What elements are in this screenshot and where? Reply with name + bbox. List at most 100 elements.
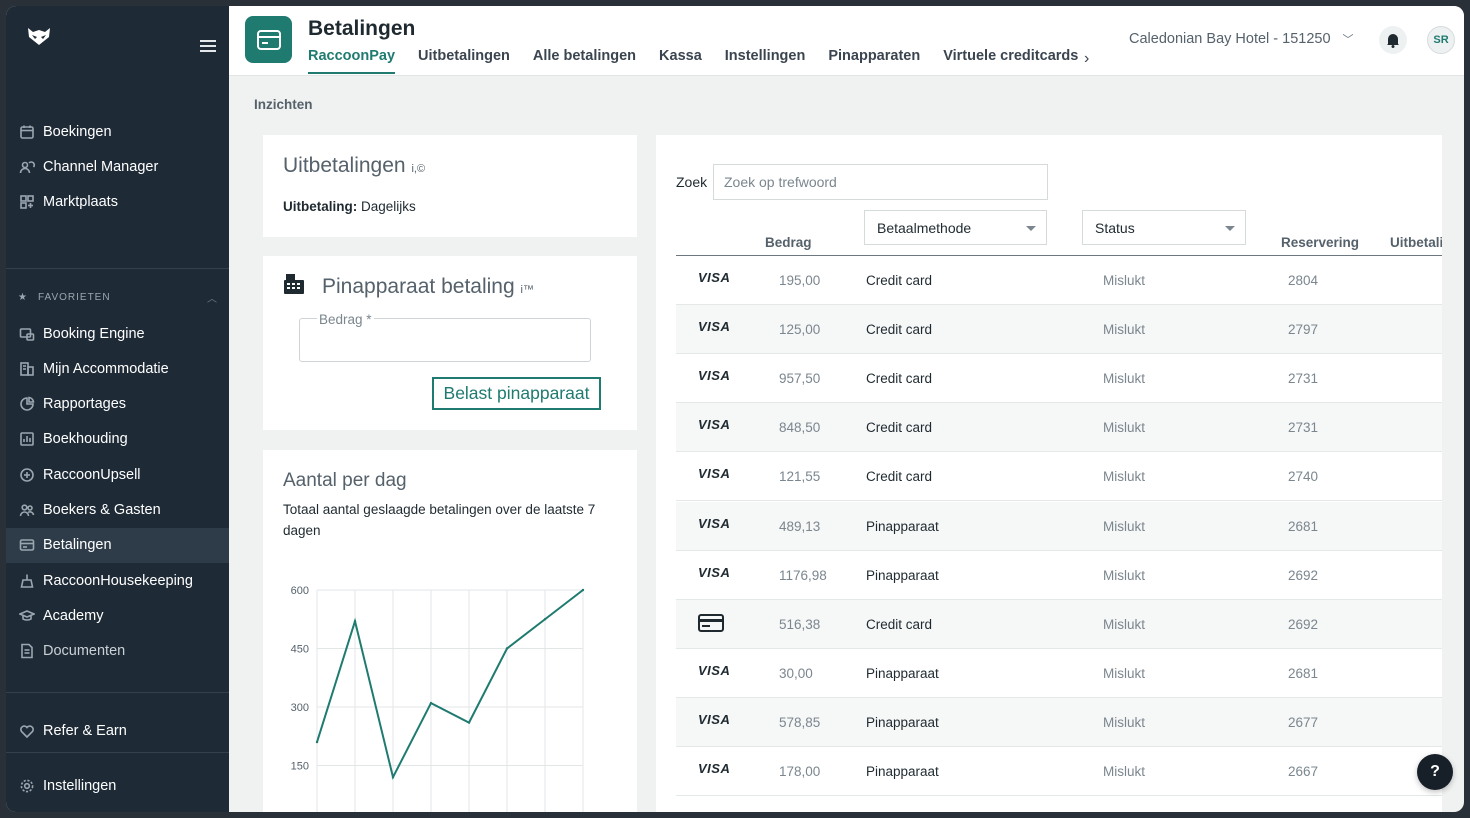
sidebar-divider (6, 268, 229, 269)
notifications-bell-icon[interactable] (1379, 26, 1407, 54)
sidebar-item-documenten[interactable]: Documenten (6, 634, 229, 669)
tab-alle-betalingen[interactable]: Alle betalingen (532, 48, 637, 64)
line-chart: 600 450 300 150 (291, 585, 585, 812)
reservation-cell: 2692 (1288, 567, 1319, 583)
sidebar-divider (6, 752, 229, 753)
visa-logo-icon: VISA (698, 417, 731, 433)
sidebar-item-raccoonhousekeeping[interactable]: RaccoonHousekeeping (6, 563, 229, 598)
status-filter-label: Status (1095, 219, 1135, 236)
sidebar-item-betalingen[interactable]: Betalingen (6, 527, 229, 563)
building-icon (18, 360, 36, 378)
sidebar-item-label: Betalingen (43, 537, 112, 554)
sidebar-divider (6, 692, 229, 693)
star-icon: ★ (18, 292, 28, 303)
amount-cell: 1176,98 (779, 567, 827, 583)
sidebar-item-label: RaccoonHousekeeping (43, 572, 193, 589)
sidebar-item-boekhouding[interactable]: Boekhouding (6, 422, 229, 457)
sidebar: Boekingen Channel Manager Marktplaats ★ FA… (6, 6, 229, 812)
tab-raccoonpay[interactable]: RaccoonPay (308, 48, 396, 74)
info-icon[interactable]: i™ (520, 284, 534, 296)
table-row[interactable]: VISA 578,85 Pinapparaat Mislukt 2677 (676, 697, 1442, 747)
tab-instellingen[interactable]: Instellingen (724, 48, 806, 64)
sidebar-item-label: Mijn Accommodatie (43, 360, 169, 377)
method-cell: Pinapparaat (866, 665, 939, 681)
tab-uitbetalingen[interactable]: Uitbetalingen (418, 48, 510, 64)
sidebar-item-label: Documenten (43, 643, 126, 660)
raccoon-logo-icon[interactable] (26, 26, 52, 46)
column-header-amount[interactable]: Bedrag (765, 235, 812, 250)
payments-app-icon (245, 16, 292, 63)
amount-input[interactable] (299, 318, 591, 362)
sidebar-item-booking-engine[interactable]: Booking Engine (6, 316, 229, 351)
dropdown-arrow-icon (1225, 226, 1235, 231)
method-cell: Credit card (866, 616, 933, 632)
sidebar-item-refer-earn[interactable]: Refer & Earn (6, 713, 229, 748)
sidebar-item-channel-manager[interactable]: Channel Manager (6, 149, 229, 184)
status-cell: Mislukt (1103, 469, 1146, 485)
gear-icon (18, 777, 36, 795)
method-cell: Credit card (866, 469, 933, 485)
sidebar-item-boekers-gasten[interactable]: Boekers & Gasten (6, 493, 229, 528)
sidebar-item-boekingen[interactable]: Boekingen (6, 114, 229, 149)
visa-logo-icon: VISA (698, 711, 731, 727)
method-cell: Credit card (866, 273, 933, 288)
amount-cell: 516,38 (779, 616, 821, 632)
reservation-cell: 2731 (1288, 371, 1319, 387)
status-filter[interactable]: Status (1082, 210, 1246, 245)
payout-frequency-value: Dagelijks (361, 199, 416, 214)
people-icon (18, 501, 36, 519)
hotel-name: Caledonian Bay Hotel - 151250 (1129, 31, 1331, 47)
status-cell: Mislukt (1103, 714, 1146, 730)
top-header: Betalingen RaccoonPay Uitbetalingen Alle b… (229, 6, 1464, 76)
payout-frequency: Uitbetaling: Dagelijks (283, 199, 416, 214)
table-row[interactable]: VISA 195,00 Credit card Mislukt 2804 (676, 256, 1442, 305)
table-row[interactable]: VISA 957,50 Credit card Mislukt 2731 (676, 354, 1442, 404)
tab-kassa[interactable]: Kassa (659, 48, 702, 64)
table-row[interactable]: VISA 178,00 Pinapparaat Mislukt 2667 (676, 747, 1442, 796)
reservation-cell: 2740 (1288, 469, 1319, 485)
chart-title: Aantal per dag (283, 470, 407, 491)
tab-pinapparaten[interactable]: Pinapparaten (828, 48, 921, 64)
chevron-down-icon: ﹀ (1342, 34, 1354, 46)
sidebar-item-academy[interactable]: Academy (6, 598, 229, 633)
status-cell: Mislukt (1103, 371, 1146, 387)
help-button[interactable]: ? (1417, 754, 1453, 790)
sidebar-item-raccoonupsell[interactable]: RaccoonUpsell (6, 457, 229, 492)
column-header-reservation[interactable]: Reservering (1281, 235, 1360, 250)
visa-logo-icon: VISA (698, 466, 731, 482)
table-row[interactable]: VISA 125,00 Credit card Mislukt 2797 (676, 305, 1442, 355)
payment-method-filter[interactable]: Betaalmethode (864, 210, 1047, 245)
amount-cell: 848,50 (779, 420, 821, 436)
sidebar-item-mijn-accommodatie[interactable]: Mijn Accommodatie (6, 351, 229, 386)
sidebar-item-label: Channel Manager (43, 158, 159, 175)
dropdown-arrow-icon (1026, 226, 1036, 231)
user-avatar[interactable]: SR (1427, 26, 1455, 54)
sidebar-item-marktplaats[interactable]: Marktplaats (6, 185, 229, 220)
chevron-right-icon[interactable]: › (1084, 50, 1090, 67)
table-row[interactable]: VISA 121,55 Credit card Mislukt 2740 (676, 452, 1442, 502)
charge-terminal-button[interactable]: Belast pinapparaat (432, 377, 601, 410)
payout-title-text: Uitbetalingen (283, 154, 406, 177)
plus-circle-icon (18, 466, 36, 484)
sidebar-item-rapportages[interactable]: Rapportages (6, 387, 229, 422)
sidebar-item-label: Rapportages (43, 396, 127, 413)
app-window: Boekingen Channel Manager Marktplaats ★ FA… (6, 6, 1464, 812)
info-icon[interactable]: i,© (411, 163, 426, 175)
table-row[interactable]: VISA 30,00 Pinapparaat Mislukt 2681 (676, 649, 1442, 698)
menu-toggle-icon[interactable] (200, 40, 216, 52)
search-input[interactable] (713, 164, 1048, 200)
sidebar-item-label: Boekingen (43, 123, 112, 140)
pie-chart-icon (18, 395, 36, 413)
table-row[interactable]: VISA 848,50 Credit card Mislukt 2731 (676, 403, 1442, 453)
table-row[interactable]: VISA 1176,98 Pinapparaat Mislukt 2692 (676, 551, 1442, 600)
table-row[interactable]: 516,38 Credit card Mislukt 2692 (676, 599, 1442, 649)
table-row[interactable]: VISA 489,13 Pinapparaat Mislukt 2681 (676, 501, 1442, 551)
calendar-icon (18, 123, 36, 141)
column-header-payout[interactable]: Uitbetali (1390, 235, 1442, 250)
favorites-header[interactable]: ★ FAVORIETEN ︿ (18, 290, 218, 305)
sidebar-item-settings[interactable]: Instellingen (6, 768, 229, 803)
method-cell: Pinapparaat (866, 764, 939, 779)
hotel-selector[interactable]: Caledonian Bay Hotel - 151250 ﹀ (1129, 31, 1354, 47)
reservation-cell: 2667 (1288, 764, 1319, 779)
tab-virtuele-creditcards[interactable]: Virtuele creditcards (943, 48, 1079, 64)
